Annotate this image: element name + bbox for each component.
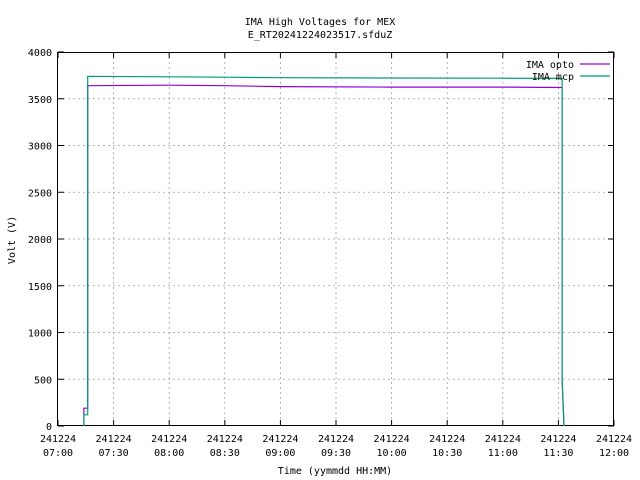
x-tick-label-time: 08:30 [210, 448, 240, 459]
x-tick-label-date: 241224 [40, 434, 76, 445]
y-tick-label: 500 [34, 375, 52, 386]
x-tick-label-time: 11:30 [543, 448, 573, 459]
x-tick-label-time: 10:30 [432, 448, 462, 459]
y-tick-label: 3500 [28, 95, 52, 106]
grid [58, 52, 614, 426]
x-tick-label-time: 07:00 [43, 448, 73, 459]
chart-title: IMA High Voltages for MEX [245, 17, 396, 28]
y-tick-label: 1000 [28, 329, 52, 340]
y-tick-label: 2000 [28, 235, 52, 246]
legend-label: IMA mcp [532, 72, 574, 83]
y-tick-label: 4000 [28, 48, 52, 59]
y-tick-label: 3000 [28, 142, 52, 153]
x-tick-label-time: 08:00 [154, 448, 184, 459]
axis-ticks: 24122407:0024122407:3024122408:002412240… [28, 48, 632, 459]
plot-area-border [57, 52, 614, 426]
x-tick-label-time: 09:30 [321, 448, 351, 459]
x-axis-label: Time (yymmdd HH:MM) [278, 466, 392, 477]
x-tick-label-date: 241224 [374, 434, 410, 445]
x-tick-label-time: 12:00 [599, 448, 629, 459]
x-tick-label-date: 241224 [151, 434, 187, 445]
x-tick-label-time: 10:00 [377, 448, 407, 459]
x-tick-label-date: 241224 [262, 434, 298, 445]
x-tick-label-date: 241224 [207, 434, 243, 445]
x-tick-label-date: 241224 [485, 434, 521, 445]
x-tick-label-time: 11:00 [488, 448, 518, 459]
y-tick-label: 0 [46, 422, 52, 433]
x-tick-label-time: 09:00 [265, 448, 295, 459]
series-line-opto [83, 84, 565, 427]
x-tick-label-time: 07:30 [99, 448, 129, 459]
x-tick-label-date: 241224 [96, 434, 132, 445]
series-line-mcp [83, 75, 565, 427]
legend-label: IMA opto [526, 60, 574, 71]
x-tick-label-date: 241224 [540, 434, 576, 445]
y-axis-label: Volt (V) [7, 216, 18, 264]
x-tick-label-date: 241224 [596, 434, 632, 445]
chart-subtitle: E_RT20241224023517.sfduZ [248, 30, 393, 41]
series-lines [83, 75, 565, 427]
x-tick-label-date: 241224 [429, 434, 465, 445]
y-tick-label: 2500 [28, 188, 52, 199]
x-tick-label-date: 241224 [318, 434, 354, 445]
y-tick-label: 1500 [28, 282, 52, 293]
